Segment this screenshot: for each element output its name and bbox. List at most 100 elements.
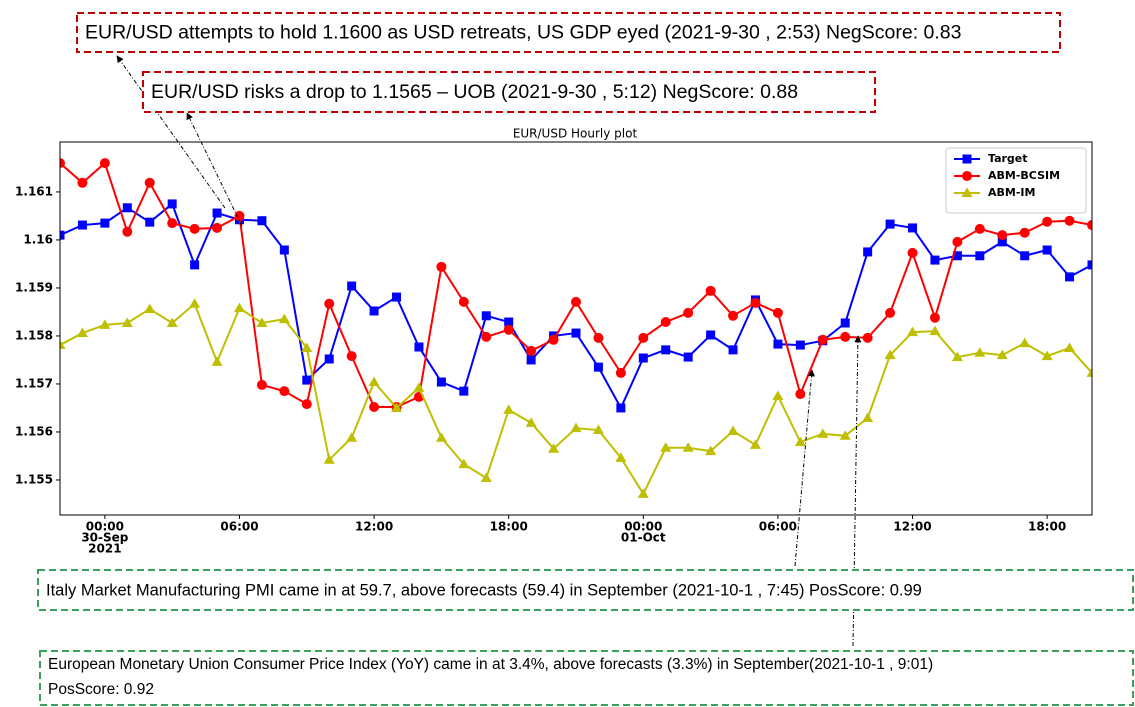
legend-label: ABM-IM [988,186,1035,199]
point [996,349,1008,360]
point [391,402,403,412]
point [504,317,514,327]
point [1042,245,1052,255]
point [324,298,335,309]
point [705,285,716,296]
point [974,347,986,357]
point [458,296,469,307]
point [233,302,245,313]
point [346,351,357,362]
point [683,352,693,362]
x-tick-label: 18:00 [1028,520,1066,534]
y-tick-label: 1.155 [15,472,53,486]
legend: Target ABM-BCSIM ABM-IM [945,147,1087,214]
point [302,375,312,385]
point [369,401,380,412]
point [795,340,805,350]
point [817,428,829,438]
plot-frame [59,141,1093,516]
point [908,223,918,233]
point [862,332,873,343]
x-tick-label: 00:00 [86,520,124,534]
point [637,488,649,498]
point [481,331,492,342]
point [975,251,985,261]
point [190,260,200,270]
point [929,325,941,336]
series-line [60,161,1092,408]
point [1019,337,1031,348]
x-tick-label: 2021 [88,542,121,556]
point [324,354,334,364]
annotation-arrow [794,369,815,567]
legend-box [945,147,1087,214]
point [593,332,604,343]
point [638,332,649,343]
point [256,317,268,327]
legend-marker [961,187,973,197]
annotation-text: EUR/USD attempts to hold 1.1600 as USD r… [85,22,962,44]
point [593,362,603,372]
y-tick-label: 1.161 [15,184,53,198]
point [930,255,940,265]
point [682,442,694,452]
point [458,458,470,469]
point [278,313,290,324]
point [346,432,358,442]
point [76,327,88,338]
point [862,412,874,423]
y-tick-label: 1.157 [15,376,53,390]
point [144,303,156,314]
legend-label: Target [988,152,1028,165]
point [167,199,177,209]
point [884,349,896,360]
point [570,422,582,433]
point [122,226,133,237]
point [301,399,312,410]
point [279,386,290,397]
y-tick-label: 1.158 [15,328,53,342]
point [166,317,178,327]
point [1087,220,1092,231]
point [773,339,783,349]
point [907,247,918,258]
point [907,326,919,337]
point [526,345,537,356]
point [885,307,896,318]
point [435,432,447,442]
x-tick-label: 06:00 [220,520,258,534]
point [77,177,88,188]
legend-marker [962,171,972,181]
point [257,216,267,226]
annotation-arrow [186,112,243,227]
point [413,382,425,392]
point [1086,367,1092,377]
point [840,318,850,328]
point [234,210,245,221]
point [480,472,492,483]
point [392,292,402,302]
point [951,351,963,362]
annotation-box [76,12,1061,53]
point [459,386,469,396]
x-tick-label: 30-Sep [81,531,128,545]
annotation-text: EUR/USD risks a drop to 1.1565 – UOB (20… [151,81,798,103]
point [1065,272,1075,282]
point [952,251,962,261]
point [144,177,155,188]
x-tick-label: 06:00 [759,520,797,534]
point [60,230,65,240]
point [863,247,873,257]
point [952,236,963,247]
point [997,230,1008,241]
y-tick-label: 1.16 [23,232,53,246]
point [212,222,223,233]
point [727,425,739,435]
annotation-arrow [116,55,226,209]
point [997,237,1007,247]
y-tick-label: 1.159 [15,280,53,294]
x-tick-label: 01-Oct [621,531,666,545]
point [189,223,200,234]
annotation-text: Italy Market Manufacturing PMI came in a… [46,581,922,599]
